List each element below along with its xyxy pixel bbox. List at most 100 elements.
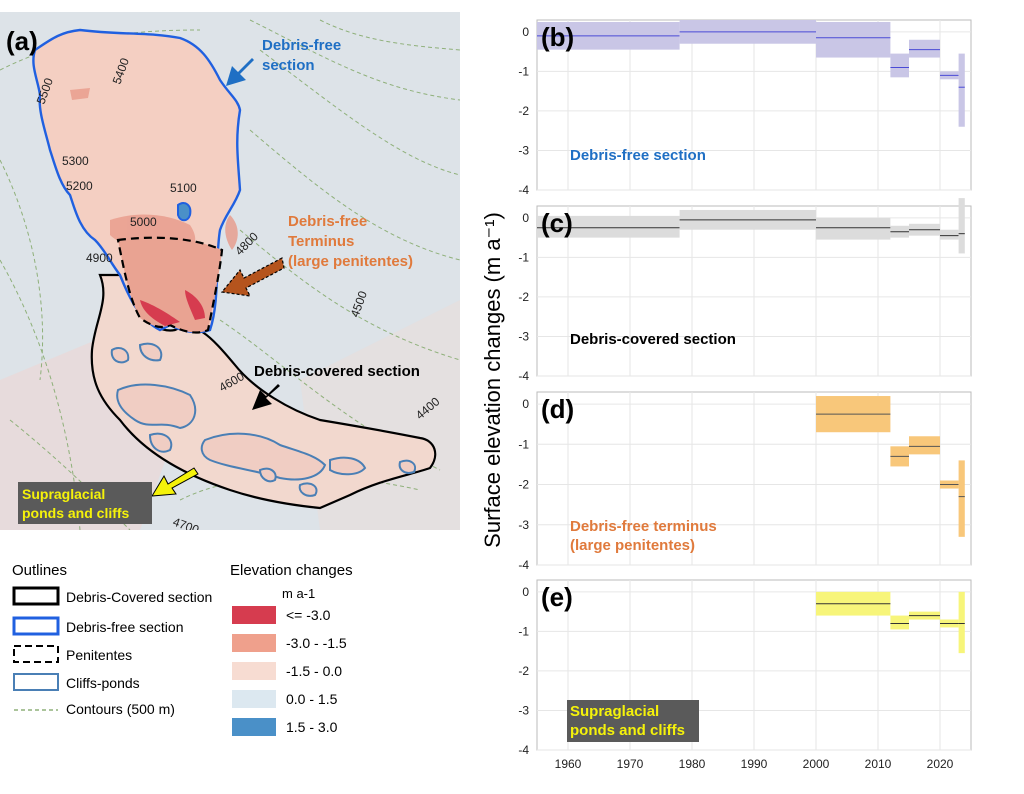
pond-outline bbox=[200, 432, 327, 481]
elevation-legend-title: Elevation changes bbox=[230, 562, 353, 579]
legend-item-debris-covered: Debris-Covered section bbox=[66, 589, 212, 605]
y-tick-label: -4 bbox=[518, 743, 529, 757]
uncertainty-band bbox=[958, 198, 965, 254]
legend-item-cliffs-ponds: Cliffs-ponds bbox=[66, 675, 140, 691]
uncertainty-band bbox=[816, 21, 891, 58]
loss-patch bbox=[70, 88, 90, 100]
severe-loss-patch bbox=[140, 300, 180, 326]
severe-loss-patch bbox=[185, 290, 205, 320]
series-label: ponds and cliffs bbox=[570, 722, 685, 739]
legend-item-penitentes: Penitentes bbox=[66, 647, 132, 663]
pond-outline bbox=[398, 459, 416, 474]
contour-line bbox=[0, 159, 44, 381]
contour-line bbox=[0, 29, 201, 71]
chart-panel: 0 -1 -2 -3 -4 (d) Debris-free terminus (large p… bbox=[518, 391, 972, 572]
contour-line bbox=[259, 49, 460, 176]
pond-outline bbox=[329, 456, 367, 476]
y-tick-label: -2 bbox=[518, 478, 529, 492]
legend-swatch-debris-free bbox=[12, 616, 60, 636]
contour-line bbox=[239, 229, 460, 361]
elevation-legend-swatch bbox=[232, 690, 276, 708]
pond-outline bbox=[116, 383, 197, 430]
contour-label: 5000 bbox=[130, 215, 157, 229]
ponds-arrow bbox=[151, 467, 199, 497]
legend-item-debris-free: Debris-free section bbox=[66, 619, 184, 635]
series-label: Debris-covered section bbox=[570, 331, 736, 348]
terminus-annotation: Terminus bbox=[288, 233, 354, 250]
loss-patch bbox=[225, 215, 238, 250]
elevation-legend-unit: m a-1 bbox=[282, 586, 315, 601]
debris-covered-outline bbox=[90, 273, 437, 510]
chart-panel: 0 -1 -2 -3 -4 (c) Debris-covered section bbox=[518, 198, 972, 383]
elevation-legend-swatch bbox=[232, 606, 276, 624]
ponds-annotation: ponds and cliffs bbox=[22, 505, 130, 521]
series-label: (large penitentes) bbox=[570, 537, 695, 554]
y-tick-label: -1 bbox=[518, 624, 529, 638]
y-tick-label: 0 bbox=[522, 211, 529, 225]
y-tick-label: 0 bbox=[522, 25, 529, 39]
legend-swatch-debris-covered bbox=[12, 586, 60, 606]
panel-label-a: (a) bbox=[6, 26, 38, 56]
contour-line bbox=[249, 19, 460, 101]
panel-label: (b) bbox=[541, 22, 574, 52]
pond-outline bbox=[148, 432, 173, 453]
ponds-annotation-bg bbox=[18, 482, 152, 524]
elevation-legend-label: 0.0 - 1.5 bbox=[286, 691, 338, 707]
y-tick-label: -2 bbox=[518, 290, 529, 304]
contour-label: 5300 bbox=[62, 154, 89, 168]
legend-swatch-penitentes bbox=[13, 645, 59, 663]
terminus-annotation: (large penitentes) bbox=[288, 253, 413, 270]
debris-free-annotation: section bbox=[262, 57, 315, 74]
glacier-map: 5500 5400 5300 5200 5100 5000 4900 4800 … bbox=[0, 12, 460, 530]
panel-label: (d) bbox=[541, 394, 574, 424]
uncertainty-band bbox=[816, 217, 891, 240]
debris-covered-arrow bbox=[252, 384, 280, 410]
chart-panel: 0 -1 -2 -3 -4 (e) Supraglacial ponds and cliffs… bbox=[518, 579, 972, 771]
pond-outline bbox=[110, 347, 130, 364]
elevation-legend: Elevation changes m a-1 <= -3.0 -3.0 - -1… bbox=[230, 562, 353, 736]
terminus-arrow bbox=[220, 257, 285, 297]
uncertainty-band bbox=[958, 460, 965, 537]
uncertainty-band bbox=[909, 39, 940, 58]
contour-label: 5100 bbox=[170, 181, 197, 195]
debris-covered-annotation: Debris-covered section bbox=[254, 363, 420, 380]
pond-outline bbox=[298, 482, 318, 497]
timeseries-panels: 0 -1 -2 -3 -4 (b) Debris-free section 0 -1 -2 -3 -4… bbox=[518, 19, 972, 771]
y-tick-label: -3 bbox=[518, 143, 529, 157]
series-label: Debris-free section bbox=[570, 147, 706, 164]
y-tick-label: -3 bbox=[518, 703, 529, 717]
y-tick-label: -2 bbox=[518, 104, 529, 118]
series-label: Debris-free terminus bbox=[570, 518, 717, 535]
uncertainty-band bbox=[890, 53, 909, 78]
contour-line bbox=[319, 19, 460, 51]
panel-label: (c) bbox=[541, 208, 573, 238]
y-tick-label: -1 bbox=[518, 437, 529, 451]
ponds-annotation: Supraglacial bbox=[22, 486, 105, 502]
uncertainty-band bbox=[940, 229, 959, 240]
y-tick-label: -1 bbox=[518, 250, 529, 264]
elevation-legend-label: 1.5 - 3.0 bbox=[286, 719, 338, 735]
y-tick-label: 0 bbox=[522, 397, 529, 411]
uncertainty-band bbox=[909, 436, 940, 455]
outlines-legend: Outlines Debris-Covered section Debris-f… bbox=[12, 562, 212, 717]
y-tick-label: -4 bbox=[518, 558, 529, 572]
legend-swatch-cliffs-ponds bbox=[13, 673, 59, 691]
pond-outline bbox=[138, 342, 163, 362]
x-tick-label: 2020 bbox=[927, 757, 954, 771]
y-axis-title: Surface elevation changes (m a⁻¹) bbox=[480, 212, 505, 548]
x-tick-label: 1980 bbox=[679, 757, 706, 771]
uncertainty-band bbox=[890, 615, 909, 630]
contour-line bbox=[249, 129, 460, 261]
elevation-legend-swatch bbox=[232, 634, 276, 652]
y-tick-label: -3 bbox=[518, 518, 529, 532]
pond-outline bbox=[258, 467, 277, 483]
chart-panel: 0 -1 -2 -3 -4 (b) Debris-free section bbox=[518, 19, 972, 197]
elevation-legend-label: <= -3.0 bbox=[286, 607, 331, 623]
x-tick-label: 1970 bbox=[617, 757, 644, 771]
elevation-legend-label: -1.5 - 0.0 bbox=[286, 663, 342, 679]
series-label-bg bbox=[567, 700, 699, 742]
y-tick-label: -1 bbox=[518, 64, 529, 78]
x-tick-label: 1990 bbox=[741, 757, 768, 771]
panel-label: (e) bbox=[541, 582, 573, 612]
